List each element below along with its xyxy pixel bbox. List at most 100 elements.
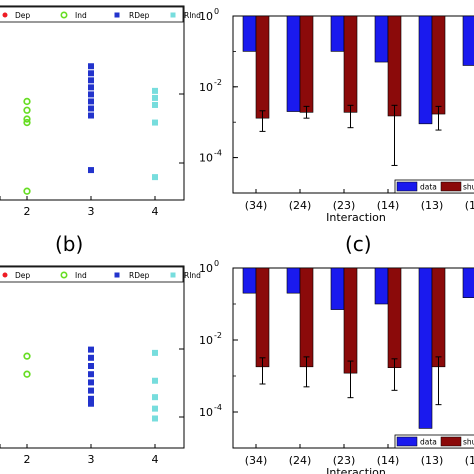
x-tick-label: (34): [245, 454, 268, 467]
y-tick-label: 10: [199, 10, 213, 23]
x-tick-label: (13): [421, 454, 444, 467]
legend-marker-rind: [170, 272, 176, 278]
x-tick-label: 3: [88, 205, 95, 218]
legend-label-rind: RInd: [184, 271, 201, 280]
point-rdep: [88, 354, 94, 361]
bar-data-0: [242, 15, 257, 52]
legend-label-shu: shu: [463, 183, 474, 192]
legend-label-rdep: RDep: [129, 271, 150, 280]
legend-marker-rind: [170, 12, 176, 18]
point-rdep: [88, 91, 94, 98]
bar-shu-3: [387, 267, 402, 369]
y-tick-label: 10: [199, 81, 213, 94]
point-rind: [152, 94, 158, 101]
y-tick-exponent: 0: [214, 259, 219, 268]
point-rind: [152, 119, 158, 126]
legend-box: [0, 266, 184, 283]
bar-shu-2: [343, 267, 358, 374]
point-ind: [23, 370, 31, 378]
x-axis-label: Interaction: [326, 466, 386, 474]
point-rind: [152, 101, 158, 108]
x-tick-label: (12): [465, 454, 474, 467]
legend-label-data: data: [420, 183, 437, 192]
bar-data-4: [418, 267, 433, 429]
point-rind: [152, 87, 158, 94]
point-ind: [23, 352, 31, 360]
bar-data-0: [242, 267, 257, 294]
point-rind: [152, 394, 158, 401]
y-tick-label: 10: [199, 262, 213, 275]
legend: Dep Ind RDep RInd: [0, 266, 201, 283]
bar-data-3: [374, 15, 389, 63]
scatter-panel-bottom-left: Dep Ind RDep RInd 2 3 4: [0, 265, 201, 466]
point-rind: [152, 174, 158, 181]
point-rdep: [88, 84, 94, 91]
x-tick-label: (23): [333, 199, 356, 212]
x-tick-label: 2: [24, 453, 31, 466]
point-ind: [23, 106, 31, 114]
point-ind: [23, 97, 31, 106]
x-tick-label: 4: [152, 205, 159, 218]
point-rdep: [88, 346, 94, 353]
x-tick-label: (23): [333, 454, 356, 467]
legend-marker-rdep: [114, 12, 120, 18]
legend-swatch-data: [396, 436, 418, 447]
x-tick-label: (34): [245, 199, 268, 212]
point-rind: [152, 349, 158, 356]
point-rdep: [88, 105, 94, 112]
x-axis-label: Interaction: [326, 211, 386, 224]
x-tick-label: 2: [24, 205, 31, 218]
bar-shu-1: [299, 267, 314, 368]
bar-data-2: [330, 267, 345, 310]
legend-marker-dep: [2, 272, 8, 278]
legend-label-shu: shu: [463, 438, 474, 447]
panel-label-b: (b): [55, 232, 83, 256]
y-tick-exponent: -2: [214, 331, 222, 340]
panel-label-c: (c): [345, 232, 372, 256]
legend: data shu: [394, 434, 474, 449]
point-rind: [152, 405, 158, 412]
point-rdep: [88, 387, 94, 394]
y-tick-label: 10: [199, 406, 213, 419]
x-tick-label: (13): [421, 199, 444, 212]
y-tick-exponent: -2: [214, 78, 222, 87]
bar-shu-4: [431, 267, 446, 368]
y-tick-exponent: 0: [214, 7, 219, 16]
legend-label-ind: Ind: [75, 271, 87, 280]
bar-data-1: [286, 267, 301, 294]
point-rdep: [88, 63, 94, 70]
bar-shu-4: [431, 15, 446, 115]
bar-shu-0: [255, 15, 270, 119]
bar-data-4: [418, 15, 433, 125]
bar-shu-0: [255, 267, 270, 368]
y-tick-label: 10: [199, 152, 213, 165]
legend-label-dep: Dep: [15, 11, 30, 20]
point-rdep: [88, 379, 94, 386]
legend-label-rdep: RDep: [129, 11, 150, 20]
bar-panel-bottom-right: 10010-210-4(34)(24)(23)(14)(13)(12)Inter…: [199, 259, 474, 474]
bar-shu-1: [299, 15, 314, 113]
x-tick-label: (14): [377, 199, 400, 212]
point-ind: [23, 115, 31, 123]
point-rdep: [88, 70, 94, 77]
legend-marker-rdep: [114, 272, 120, 278]
point-rdep: [88, 395, 94, 402]
legend-swatch-data: [396, 181, 418, 192]
x-tick-label: (24): [289, 454, 312, 467]
legend: data shu: [394, 179, 474, 194]
point-rdep: [88, 363, 94, 369]
legend-marker-ind: [60, 271, 68, 279]
x-tick-label: 3: [88, 453, 95, 466]
point-rdep: [88, 400, 94, 407]
bar-data-1: [286, 15, 301, 112]
point-ind: [23, 187, 31, 195]
bar-data-5: [462, 267, 474, 298]
legend-box: [0, 6, 184, 23]
legend-swatch-shu: [440, 436, 462, 447]
y-tick-exponent: -4: [214, 149, 222, 158]
bar-data-3: [374, 267, 389, 305]
legend-label-dep: Dep: [15, 271, 30, 280]
point-rdep: [88, 77, 94, 84]
bar-panel-top-right: 10010-210-4(34)(24)(23)(14)(13)(12)Inter…: [199, 7, 474, 224]
